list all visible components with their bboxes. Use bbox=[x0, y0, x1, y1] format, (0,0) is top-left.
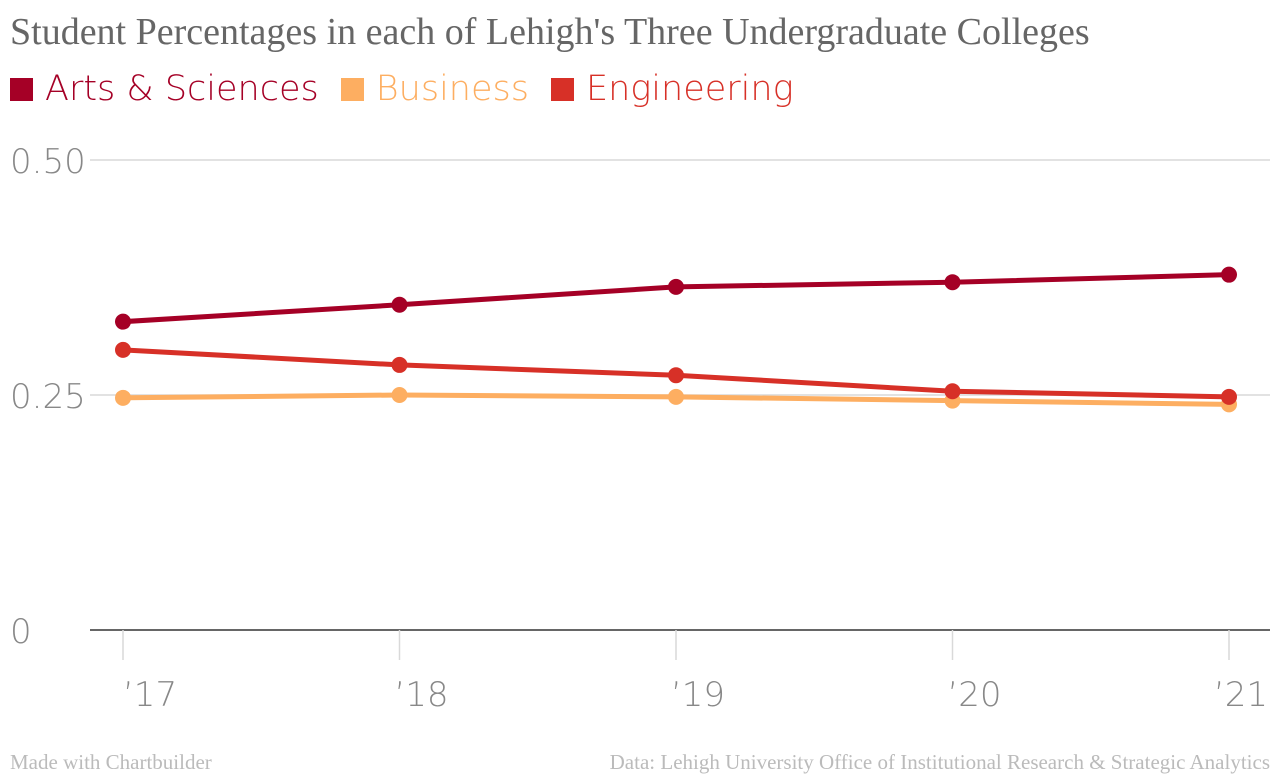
data-point bbox=[668, 388, 684, 405]
legend-label-business: Business bbox=[375, 69, 529, 109]
data-point bbox=[944, 383, 961, 400]
y-tick-label: 0 bbox=[10, 612, 32, 652]
x-tick-label: ’19 bbox=[671, 675, 725, 715]
data-point bbox=[1221, 388, 1237, 405]
x-tick-label: ’17 bbox=[123, 675, 177, 715]
data-point bbox=[391, 387, 408, 403]
x-tick-label: ’18 bbox=[394, 675, 448, 715]
data-point bbox=[115, 389, 131, 406]
y-tick-label: 0.50 bbox=[10, 142, 86, 182]
data-point bbox=[944, 274, 961, 291]
footer-source: Data: Lehigh University Office of Instit… bbox=[609, 750, 1270, 774]
legend-swatch-engineering bbox=[551, 77, 574, 101]
data-point bbox=[115, 313, 131, 330]
data-point bbox=[115, 341, 131, 358]
legend-item-arts-sciences: Arts & Sciences bbox=[10, 69, 319, 109]
legend: Arts & Sciences Business Engineering bbox=[10, 66, 816, 112]
data-point bbox=[668, 367, 684, 384]
legend-swatch-arts-sciences bbox=[10, 77, 33, 101]
y-tick-label: 0.25 bbox=[10, 377, 86, 417]
legend-label-arts-sciences: Arts & Sciences bbox=[45, 69, 319, 109]
legend-item-business: Business bbox=[340, 69, 529, 109]
data-point bbox=[391, 356, 408, 373]
legend-swatch-business bbox=[340, 77, 364, 101]
x-tick-label: ’21 bbox=[1214, 675, 1268, 715]
legend-label-engineering: Engineering bbox=[586, 69, 794, 109]
data-point bbox=[668, 278, 684, 295]
data-point bbox=[391, 296, 408, 313]
legend-item-engineering: Engineering bbox=[551, 69, 794, 109]
data-point bbox=[1221, 266, 1237, 283]
footer-credit: Made with Chartbuilder bbox=[10, 750, 212, 774]
chart-title: Student Percentages in each of Lehigh's … bbox=[10, 11, 1090, 53]
x-tick-label: ’20 bbox=[947, 675, 1001, 715]
